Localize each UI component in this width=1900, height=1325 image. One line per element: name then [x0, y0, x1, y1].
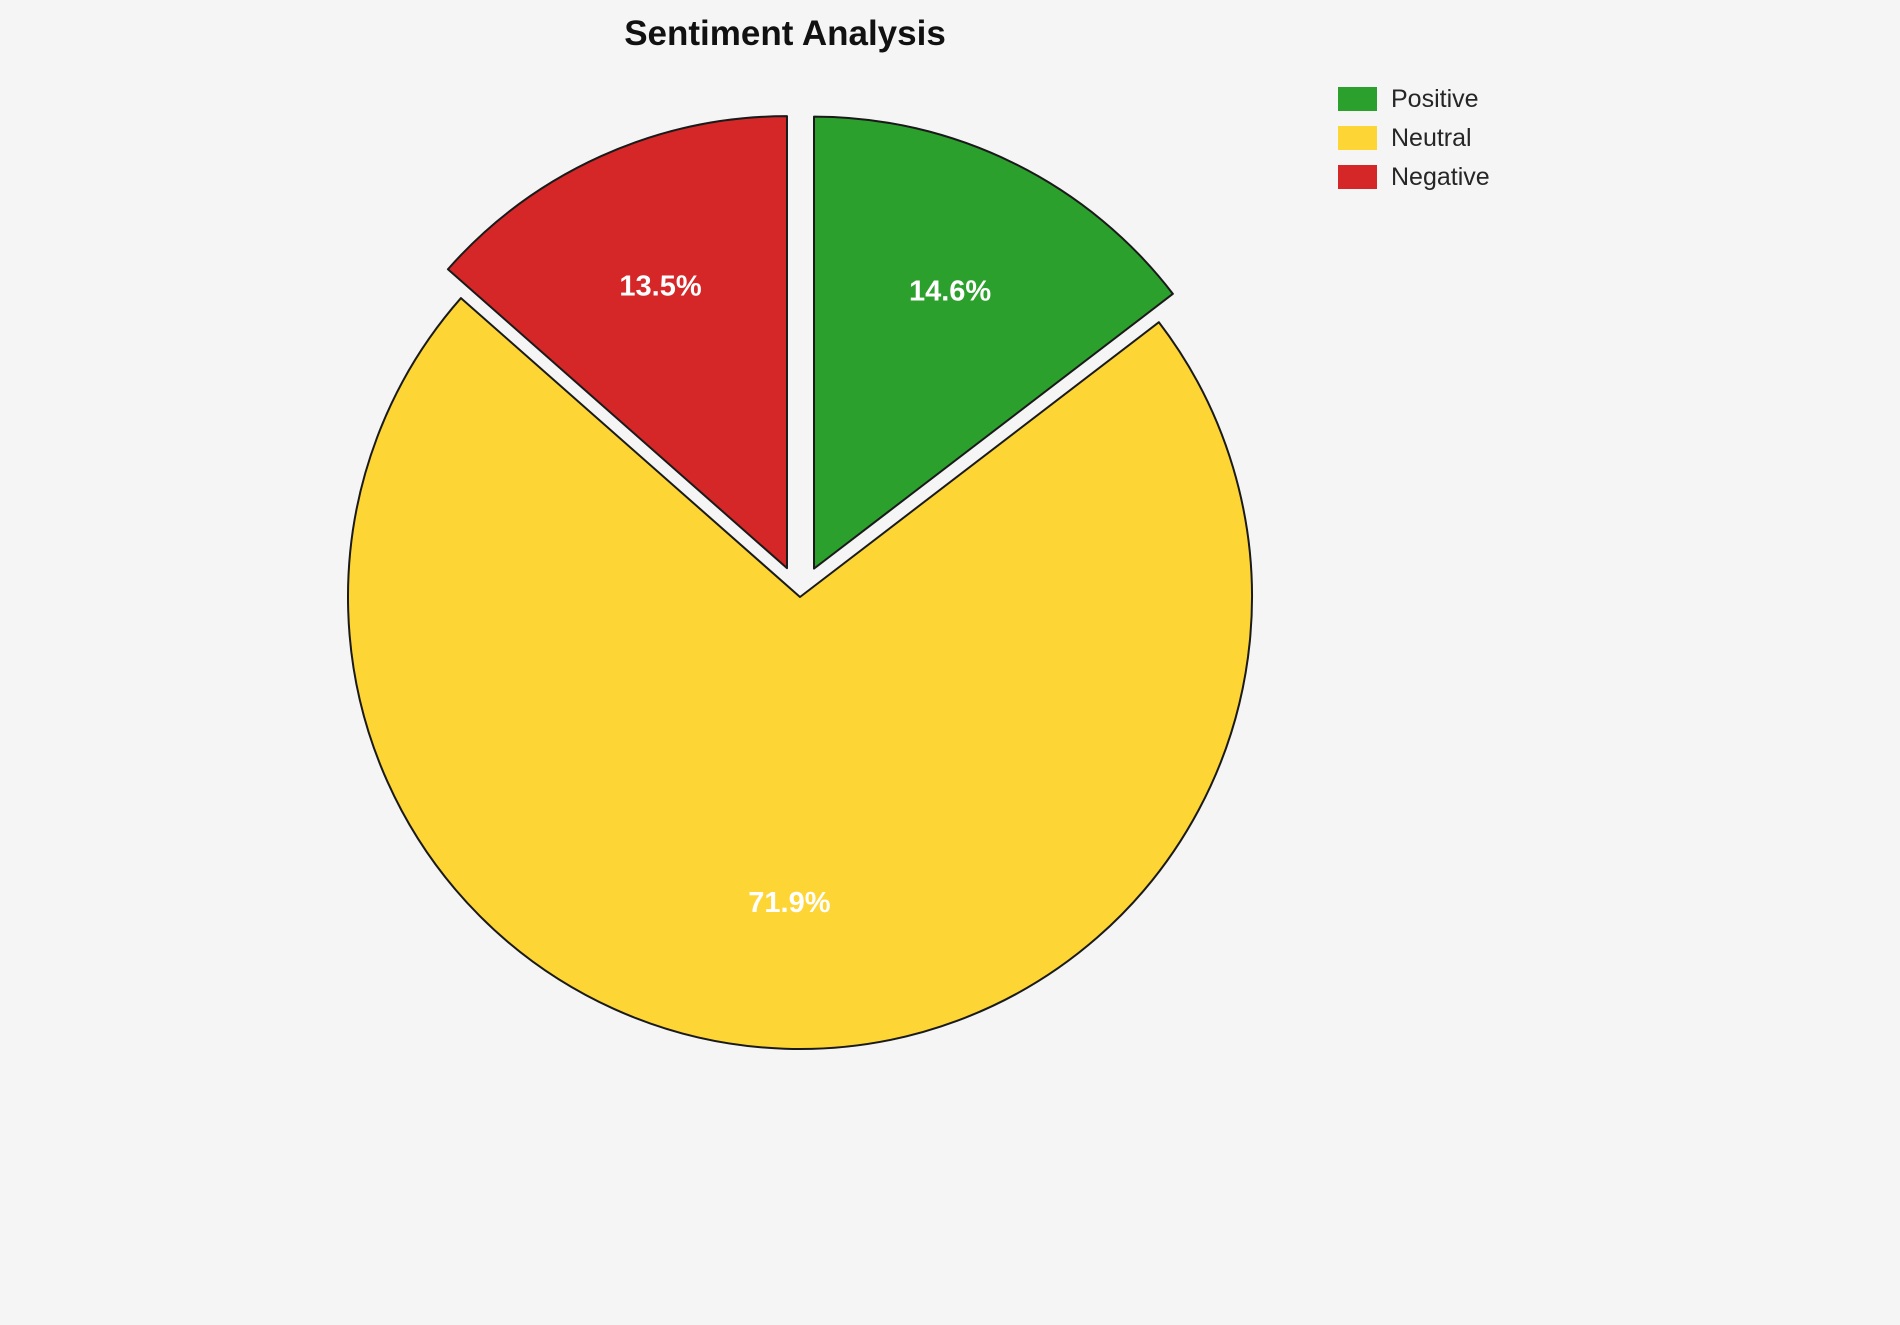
pct-label-neutral: 71.9%	[748, 887, 830, 919]
chart-title: Sentiment Analysis	[624, 14, 946, 53]
pie-slice-negative	[446, 115, 788, 570]
legend-swatch-positive	[1338, 87, 1377, 111]
legend-label-positive: Positive	[1391, 84, 1479, 113]
legend: Positive Neutral Negative	[1338, 84, 1490, 192]
pct-label-positive: 14.6%	[909, 276, 991, 308]
legend-swatch-negative	[1338, 165, 1377, 189]
pct-label-negative: 13.5%	[619, 271, 701, 303]
legend-item-negative: Negative	[1338, 162, 1490, 192]
legend-item-neutral: Neutral	[1338, 123, 1490, 153]
pie-slice-positive	[813, 115, 1174, 570]
legend-label-negative: Negative	[1391, 162, 1490, 191]
pie-slice-neutral	[347, 297, 1253, 1050]
legend-item-positive: Positive	[1338, 84, 1490, 114]
legend-label-neutral: Neutral	[1391, 123, 1472, 152]
legend-swatch-neutral	[1338, 126, 1377, 150]
